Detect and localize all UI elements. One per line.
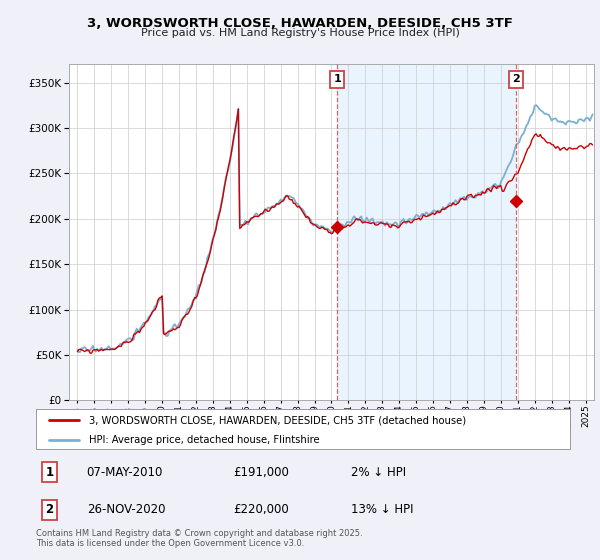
- Text: HPI: Average price, detached house, Flintshire: HPI: Average price, detached house, Flin…: [89, 435, 320, 445]
- Text: 3, WORDSWORTH CLOSE, HAWARDEN, DEESIDE, CH5 3TF (detached house): 3, WORDSWORTH CLOSE, HAWARDEN, DEESIDE, …: [89, 415, 467, 425]
- Text: 2% ↓ HPI: 2% ↓ HPI: [351, 465, 406, 479]
- Text: Price paid vs. HM Land Registry's House Price Index (HPI): Price paid vs. HM Land Registry's House …: [140, 28, 460, 38]
- Text: £191,000: £191,000: [233, 465, 289, 479]
- Text: 2: 2: [512, 74, 520, 85]
- Bar: [337, 64, 516, 400]
- Text: £220,000: £220,000: [233, 503, 289, 516]
- Text: 26-NOV-2020: 26-NOV-2020: [87, 503, 165, 516]
- Text: 2: 2: [45, 503, 53, 516]
- Text: 07-MAY-2010: 07-MAY-2010: [87, 465, 163, 479]
- Text: 1: 1: [334, 74, 341, 85]
- Text: 1: 1: [45, 465, 53, 479]
- Text: Contains HM Land Registry data © Crown copyright and database right 2025.
This d: Contains HM Land Registry data © Crown c…: [36, 529, 362, 548]
- Text: 13% ↓ HPI: 13% ↓ HPI: [351, 503, 413, 516]
- Text: 3, WORDSWORTH CLOSE, HAWARDEN, DEESIDE, CH5 3TF: 3, WORDSWORTH CLOSE, HAWARDEN, DEESIDE, …: [87, 17, 513, 30]
